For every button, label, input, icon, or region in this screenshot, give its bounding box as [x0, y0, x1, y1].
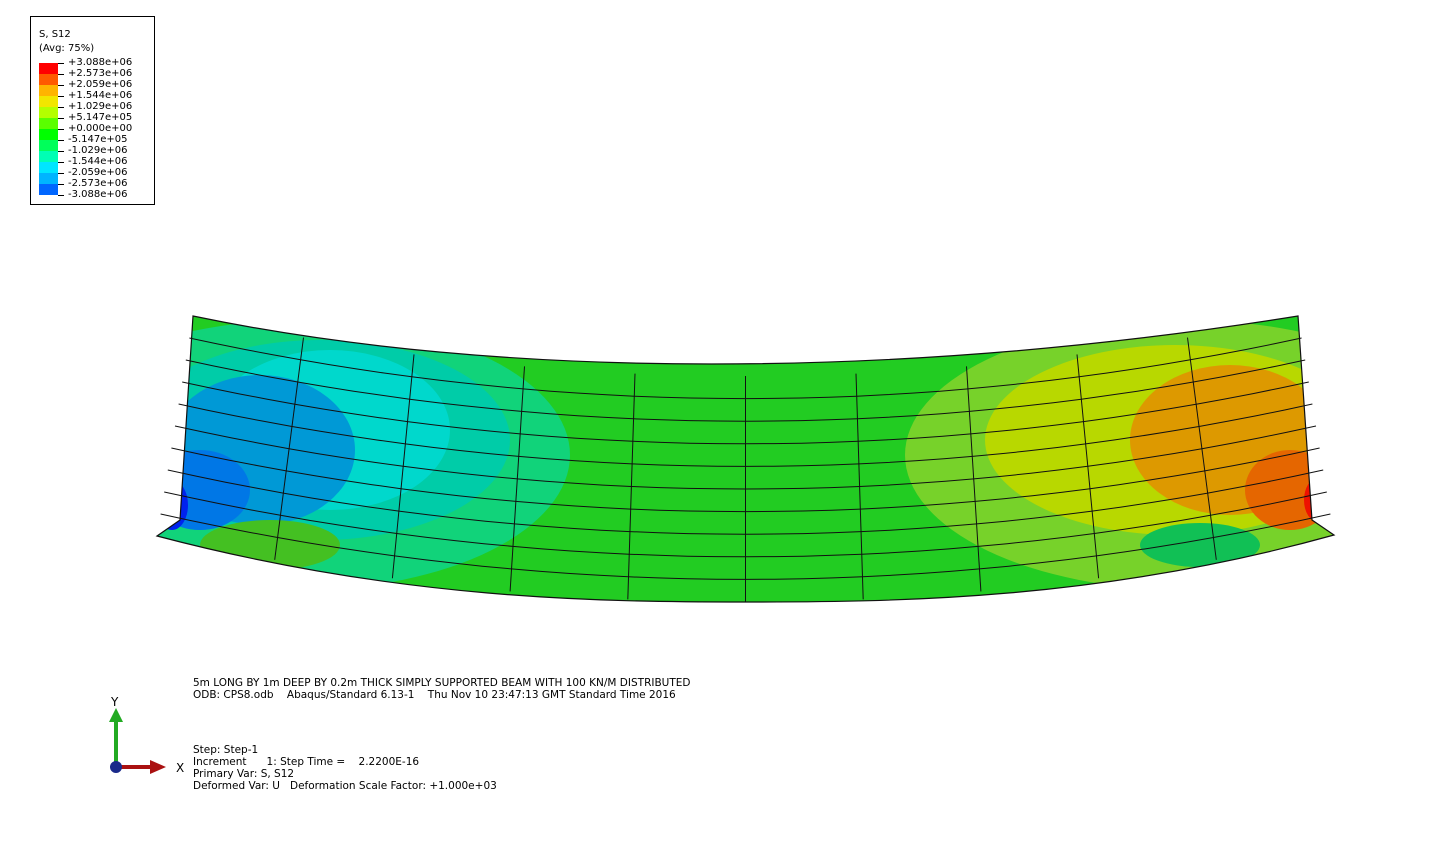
legend-entry: +5.147e+05 [39, 112, 151, 129]
legend-value-label: +1.029e+06 [68, 101, 133, 112]
legend-entry: +2.059e+06 [39, 79, 151, 96]
primary-var-text: Primary Var: S, S12 [193, 768, 295, 780]
legend-value-label: +2.059e+06 [68, 79, 133, 90]
legend-value-label: +0.000e+00 [68, 123, 133, 134]
legend-entry: +2.573e+06 [39, 68, 151, 85]
legend-tick [58, 118, 64, 119]
legend-tick [58, 195, 64, 196]
legend-tick [58, 140, 64, 141]
legend-color-swatch [39, 184, 58, 195]
coordinate-triad: Y X [109, 695, 184, 775]
legend-tick [58, 173, 64, 174]
deformed-var-text: Deformed Var: U Deformation Scale Factor… [193, 780, 497, 792]
odb-info-text: ODB: CPS8.odb Abaqus/Standard 6.13-1 Thu… [193, 689, 676, 701]
legend-tick [58, 151, 64, 152]
legend-color-swatch [39, 107, 58, 118]
legend-entry: -5.147e+05 [39, 134, 151, 151]
legend-value-label: -3.088e+06 [68, 189, 128, 200]
mesh-lines [160, 337, 1331, 602]
legend-value-label: -2.059e+06 [68, 167, 128, 178]
stress-contours [157, 316, 1334, 602]
legend-value-label: -1.544e+06 [68, 156, 128, 167]
legend-subtitle: (Avg: 75%) [39, 43, 95, 54]
legend-title: S, S12 [39, 29, 71, 40]
legend-entry: +3.088e+06 [39, 57, 151, 74]
x-axis-arrow-head [150, 760, 166, 774]
legend-color-swatch [39, 96, 58, 107]
legend-tick [58, 63, 64, 64]
legend-value-label: -5.147e+05 [68, 134, 128, 145]
legend-color-swatch [39, 151, 58, 162]
model-title-text: 5m LONG BY 1m DEEP BY 0.2m THICK SIMPLY … [193, 677, 691, 689]
y-axis-label: Y [110, 695, 119, 709]
legend-entry: -3.088e+06 [39, 189, 151, 206]
step-text: Step: Step-1 [193, 744, 259, 756]
increment-text: Increment 1: Step Time = 2.2200E-16 [193, 756, 420, 768]
legend-tick [58, 96, 64, 97]
legend-tick [58, 107, 64, 108]
legend-color-swatch [39, 162, 58, 173]
legend-tick [58, 162, 64, 163]
mesh-column-line [966, 366, 982, 592]
mesh-column-line [627, 373, 636, 600]
legend-tick [58, 85, 64, 86]
mesh-column-line [1187, 337, 1217, 560]
beam-outline [155, 315, 1336, 603]
legend-color-swatch [39, 118, 58, 129]
mesh-column-line [855, 373, 864, 600]
legend-value-label: +3.088e+06 [68, 57, 133, 68]
legend-color-swatch [39, 74, 58, 85]
y-axis-arrow-head [109, 708, 123, 722]
legend-color-swatch [39, 173, 58, 184]
legend-value-label: +1.544e+06 [68, 90, 133, 101]
legend-color-swatch [39, 85, 58, 96]
legend-value-label: +2.573e+06 [68, 68, 133, 79]
legend-entry: +1.029e+06 [39, 101, 151, 118]
legend-color-swatch [39, 140, 58, 151]
legend-entry: -1.029e+06 [39, 145, 151, 162]
legend-entry: -2.059e+06 [39, 167, 151, 184]
origin-dot [110, 761, 122, 773]
mesh-column-line [1076, 354, 1100, 579]
legend-entry: -2.573e+06 [39, 178, 151, 195]
legend-value-label: +5.147e+05 [68, 112, 133, 123]
mesh-column-line [274, 337, 304, 560]
legend-tick [58, 184, 64, 185]
mesh-column-line [391, 354, 415, 579]
x-axis-label: X [176, 761, 184, 775]
legend-box: S, S12 (Avg: 75%) +3.088e+06 +2.573e+06 +2… [30, 16, 155, 205]
mesh-column-line [509, 366, 525, 592]
legend-tick [58, 74, 64, 75]
legend-entry: -1.544e+06 [39, 156, 151, 173]
legend-value-label: -2.573e+06 [68, 178, 128, 189]
legend-entry: +1.544e+06 [39, 90, 151, 107]
legend-value-label: -1.029e+06 [68, 145, 128, 156]
legend-tick [58, 129, 64, 130]
legend-color-swatch [39, 63, 58, 74]
legend-color-swatch [39, 129, 58, 140]
legend-entry: +0.000e+00 [39, 123, 151, 140]
